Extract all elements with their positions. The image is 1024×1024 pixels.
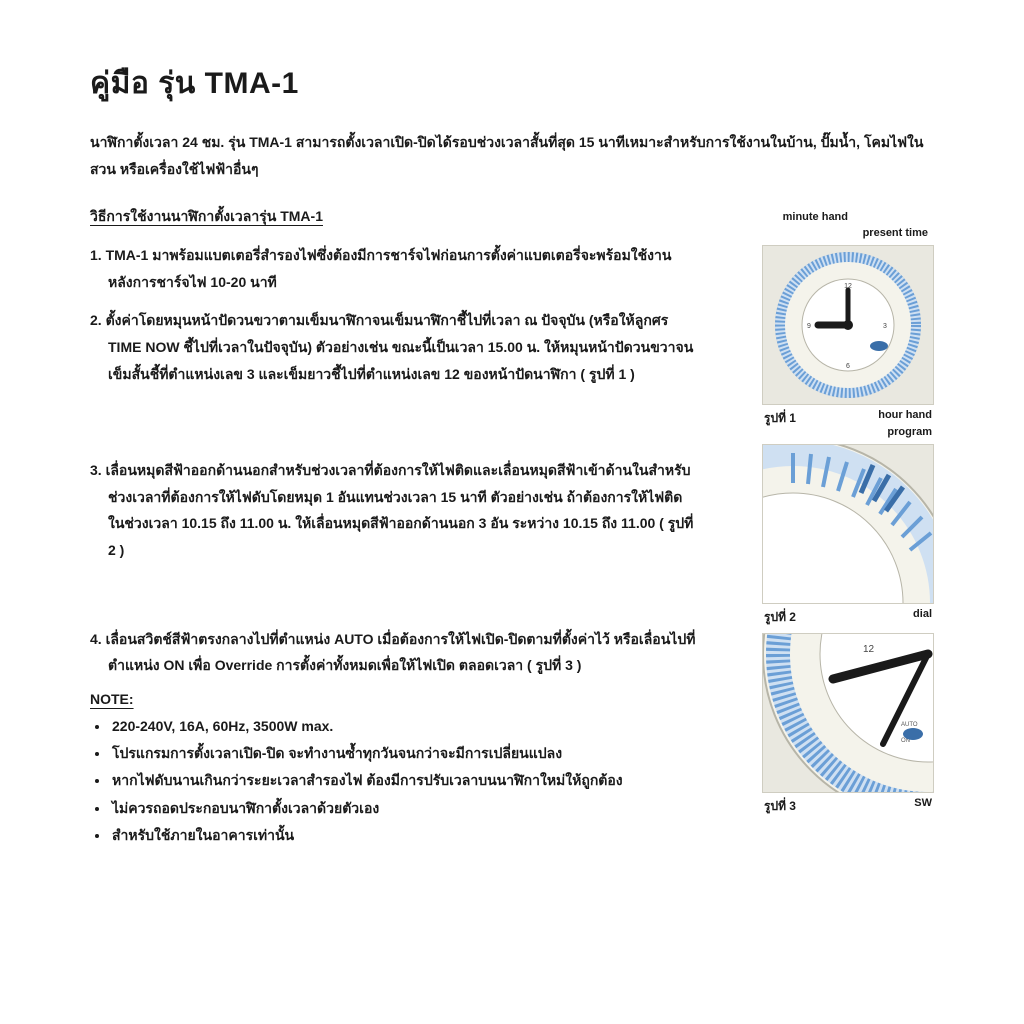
- top-labels: minute hand present time: [704, 210, 934, 241]
- svg-text:6: 6: [846, 363, 850, 370]
- step-4: 4. เลื่อนสวิตช์สีฟ้าตรงกลางไปที่ตำแหน่ง …: [90, 626, 696, 679]
- svg-text:3: 3: [883, 323, 887, 330]
- step-1: 1. TMA-1 มาพร้อมแบตเตอรี่สำรองไฟซึ่งต้อง…: [90, 242, 696, 295]
- note-heading: NOTE:: [90, 691, 696, 707]
- step-2: 2. ตั้งค่าโดยหมุนหน้าปัดวนขวาตามเข็มนาฬิ…: [90, 307, 696, 387]
- figure-2-caption: รูปที่ 2: [704, 608, 796, 627]
- figure-2-block: รูปที่ 2 dial: [704, 444, 934, 627]
- figure-2: [762, 444, 934, 604]
- instructions-heading: วิธีการใช้งานนาฬิกาตั้งเวลารุ่น TMA-1: [90, 206, 696, 228]
- label-dial: dial: [913, 608, 934, 620]
- figure-3-caption: รูปที่ 3: [704, 797, 796, 816]
- label-hour-hand: hour hand: [878, 409, 934, 421]
- note-item: 220-240V, 16A, 60Hz, 3500W max.: [110, 713, 696, 740]
- svg-text:12: 12: [863, 644, 875, 655]
- svg-text:AUTO: AUTO: [901, 722, 918, 728]
- figure-3-block: 12 AUTOON รูปที่ 3 SW: [704, 633, 934, 816]
- dial-switch-icon: 12 AUTOON: [763, 634, 933, 792]
- figure-3: 12 AUTOON: [762, 633, 934, 793]
- intro-text: นาฬิกาตั้งเวลา 24 ชม. รุ่น TMA-1 สามารถต…: [90, 129, 934, 182]
- content-columns: วิธีการใช้งานนาฬิกาตั้งเวลารุ่น TMA-1 1.…: [90, 206, 934, 849]
- note-item: โปรแกรมการตั้งเวลาเปิด-ปิด จะทำงานซ้ำทุก…: [110, 740, 696, 767]
- step-3: 3. เลื่อนหมุดสีฟ้าออกด้านนอกสำหรับช่วงเว…: [90, 457, 696, 563]
- svg-text:9: 9: [807, 323, 811, 330]
- figure-1: 123 69: [762, 245, 934, 405]
- label-sw: SW: [914, 797, 934, 809]
- page-title: คู่มือ รุ่น TMA-1: [90, 60, 934, 107]
- note-item: สำหรับใช้ภายในอาคารเท่านั้น: [110, 822, 696, 849]
- manual-page: คู่มือ รุ่น TMA-1 นาฬิกาตั้งเวลา 24 ชม. …: [0, 0, 1024, 1024]
- left-column: วิธีการใช้งานนาฬิกาตั้งเวลารุ่น TMA-1 1.…: [90, 206, 696, 849]
- label-present-time: present time: [704, 226, 934, 241]
- clock-dial-icon: 123 69: [763, 246, 933, 404]
- dial-pins-icon: [763, 445, 933, 603]
- note-item: ไม่ควรถอดประกอบนาฬิกาตั้งเวลาด้วยตัวเอง: [110, 795, 696, 822]
- note-list: 220-240V, 16A, 60Hz, 3500W max. โปรแกรมก…: [90, 713, 696, 849]
- note-item: หากไฟดับนานเกินกว่าระยะเวลาสำรองไฟ ต้องม…: [110, 767, 696, 794]
- figure-1-block: 123 69 รูปที่ 1 hour hand program: [704, 245, 934, 438]
- label-minute-hand: minute hand: [704, 210, 934, 225]
- right-column: minute hand present time 12 3 6 9: [704, 206, 934, 849]
- figure-1-caption: รูปที่ 1: [704, 409, 796, 428]
